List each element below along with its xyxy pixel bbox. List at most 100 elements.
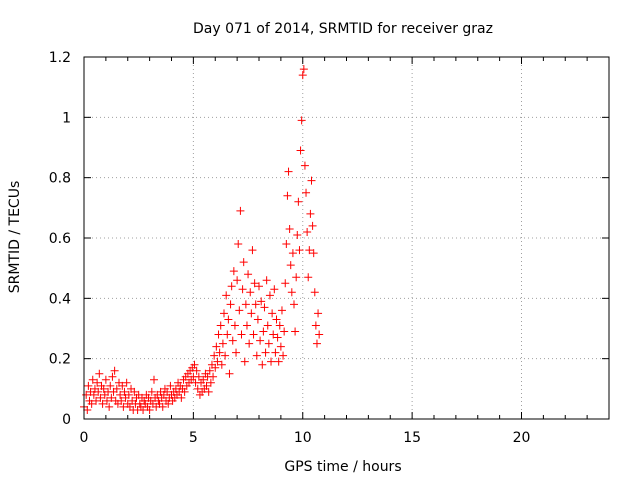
data-point bbox=[260, 303, 269, 312]
data-point bbox=[283, 191, 292, 200]
data-point bbox=[107, 393, 116, 402]
x-tick-label: 15 bbox=[403, 430, 421, 446]
data-point bbox=[218, 339, 227, 348]
data-point bbox=[180, 387, 189, 396]
data-point bbox=[305, 246, 314, 255]
data-point bbox=[273, 333, 282, 342]
data-point bbox=[282, 240, 291, 249]
data-point bbox=[257, 297, 266, 306]
data-point bbox=[228, 336, 237, 345]
data-point bbox=[116, 390, 125, 399]
data-point bbox=[98, 399, 107, 408]
data-point bbox=[236, 206, 245, 215]
data-point bbox=[267, 357, 276, 366]
data-point bbox=[311, 321, 320, 330]
data-point bbox=[95, 369, 104, 378]
data-point bbox=[92, 396, 101, 405]
data-point bbox=[270, 285, 279, 294]
data-point bbox=[297, 116, 306, 125]
data-point bbox=[204, 387, 213, 396]
data-point bbox=[279, 351, 288, 360]
tick-labels: 0 5 10 15 20 0 0.2 0.4 0.6 0.8 1 1.2 bbox=[49, 50, 531, 446]
data-point bbox=[216, 321, 225, 330]
data-point bbox=[213, 357, 222, 366]
data-point bbox=[307, 176, 316, 185]
data-point bbox=[240, 357, 249, 366]
y-tick-label: 1.2 bbox=[49, 50, 71, 66]
data-point bbox=[166, 381, 175, 390]
data-point bbox=[294, 197, 303, 206]
data-point bbox=[281, 279, 290, 288]
data-point bbox=[314, 309, 323, 318]
data-point bbox=[233, 276, 242, 285]
y-tick-label: 0.2 bbox=[49, 352, 71, 368]
x-tick-label: 5 bbox=[189, 430, 198, 446]
data-point bbox=[194, 372, 203, 381]
data-point bbox=[239, 258, 248, 267]
data-point bbox=[112, 384, 121, 393]
data-point bbox=[259, 327, 268, 336]
data-point bbox=[248, 246, 257, 255]
data-point bbox=[268, 309, 277, 318]
data-point bbox=[288, 249, 297, 258]
data-point bbox=[110, 366, 119, 375]
data-point bbox=[265, 291, 274, 300]
data-point bbox=[225, 369, 234, 378]
data-point bbox=[102, 396, 111, 405]
data-point bbox=[122, 378, 131, 387]
x-tick-label: 0 bbox=[80, 430, 89, 446]
data-point bbox=[192, 366, 201, 375]
data-point bbox=[229, 267, 238, 276]
data-point bbox=[275, 321, 284, 330]
data-point bbox=[249, 330, 258, 339]
data-point bbox=[150, 375, 158, 384]
data-point bbox=[99, 384, 108, 393]
data-point bbox=[302, 188, 311, 197]
data-point bbox=[220, 309, 228, 318]
data-point bbox=[262, 276, 271, 285]
data-point bbox=[177, 393, 186, 402]
data-point bbox=[214, 330, 223, 339]
y-tick-label: 0.4 bbox=[49, 291, 71, 307]
data-point bbox=[84, 381, 93, 390]
data-point bbox=[87, 399, 96, 408]
data-point bbox=[256, 336, 265, 345]
data-point bbox=[241, 300, 250, 309]
data-point bbox=[315, 330, 324, 339]
data-point bbox=[263, 321, 272, 330]
data-point bbox=[89, 390, 98, 399]
data-point bbox=[271, 348, 280, 357]
data-point bbox=[244, 270, 253, 279]
data-point bbox=[117, 396, 126, 405]
data-point bbox=[221, 351, 230, 360]
chart-title: Day 071 of 2014, SRMTID for receiver gra… bbox=[193, 21, 493, 37]
data-point bbox=[245, 339, 254, 348]
data-point bbox=[202, 381, 211, 390]
data-point bbox=[306, 209, 315, 218]
data-point bbox=[234, 240, 243, 249]
data-point bbox=[293, 230, 302, 239]
data-point bbox=[296, 146, 305, 155]
y-axis-label: SRMTID / TECUs bbox=[7, 181, 23, 294]
x-axis-label: GPS time / hours bbox=[284, 459, 401, 475]
data-point bbox=[287, 288, 296, 297]
grid bbox=[84, 57, 609, 419]
data-point bbox=[238, 285, 247, 294]
data-point bbox=[124, 390, 133, 399]
data-point bbox=[215, 348, 224, 357]
data-point bbox=[269, 330, 278, 339]
data-point bbox=[310, 288, 319, 297]
data-point bbox=[108, 372, 117, 381]
data-point bbox=[303, 227, 312, 236]
y-tick-label: 0.8 bbox=[49, 171, 71, 187]
data-point bbox=[164, 399, 173, 408]
data-point bbox=[250, 279, 259, 288]
data-point bbox=[298, 71, 307, 80]
data-point bbox=[206, 378, 215, 387]
data-point bbox=[223, 330, 232, 339]
data-point bbox=[253, 315, 262, 324]
data-point bbox=[252, 351, 261, 360]
data-point bbox=[274, 357, 283, 366]
